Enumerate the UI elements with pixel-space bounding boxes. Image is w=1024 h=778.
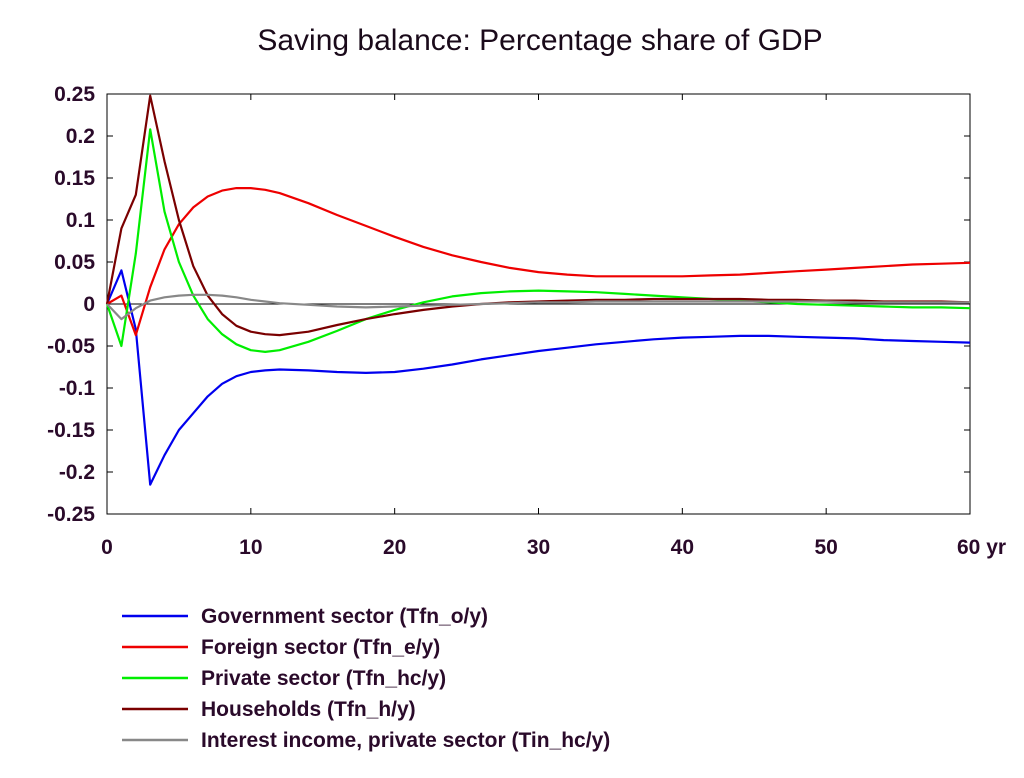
series-layer (105, 94, 971, 486)
y-tick-label: 0 (83, 293, 95, 316)
legend-label: Foreign sector (Tfn_e/y) (201, 636, 440, 659)
x-tick-label: 40 (671, 536, 694, 559)
y-tick-label: 0.1 (66, 209, 96, 232)
axes: 0.25 0.2 0.15 0.1 0.05 0 -0.05 -0.1 -0.15 -0.2 -0.… (47, 83, 1006, 559)
x-tick-label: 20 (383, 536, 406, 559)
series-line-interest-income-private-sector (106, 293, 970, 321)
y-tick-label: 0.05 (54, 251, 95, 274)
series-line-private-sector-tfn-hc-y (105, 128, 971, 353)
y-tick-label: -0.25 (47, 503, 95, 526)
y-tick-label: 0.15 (54, 167, 95, 190)
y-tick-label: -0.2 (59, 461, 95, 484)
y-tick-label: -0.1 (59, 377, 96, 400)
x-tick-label: 10 (239, 536, 262, 559)
chart-title: Saving balance: Percentage share of GDP (257, 24, 822, 57)
series-line-government-sector-tfn-o-y (105, 269, 971, 486)
y-tick-label: 0.2 (66, 125, 95, 148)
x-tick-label: 50 (814, 536, 837, 559)
y-tick-label: -0.15 (47, 419, 95, 442)
x-tick-label: 0 (101, 536, 113, 559)
x-tick-label: 60 yr (957, 536, 1006, 559)
x-tick-label: 30 (527, 536, 550, 559)
legend-label: Private sector (Tfn_hc/y) (201, 667, 446, 690)
y-tick-label: -0.05 (47, 335, 95, 358)
legend-label: Households (Tfn_h/y) (201, 698, 416, 721)
y-tick-label: 0.25 (54, 83, 95, 106)
series-line-foreign-sector-tfn-e-y (106, 187, 971, 337)
legend-label: Interest income, private sector (Tin_hc/… (201, 729, 610, 752)
series-line-households-tfn-h-y (105, 94, 971, 337)
legend-label: Government sector (Tfn_o/y) (201, 605, 488, 628)
legend: Government sector (Tfn_o/y) Foreign secto… (122, 605, 610, 752)
